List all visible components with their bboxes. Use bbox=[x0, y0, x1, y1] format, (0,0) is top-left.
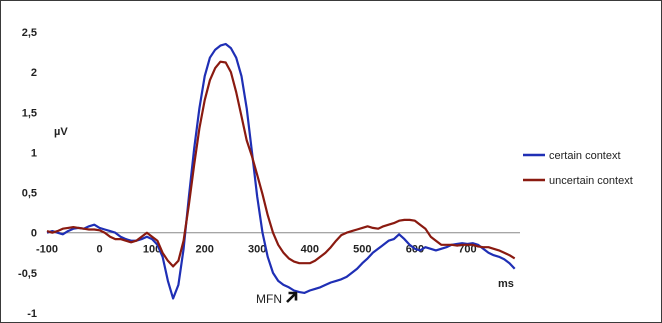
y-tick-label: 0 bbox=[31, 228, 37, 240]
y-tick-labels: 2,5 2 1,5 1 0,5 0 -0,5 -1 bbox=[18, 27, 37, 320]
y-tick-label: 2,5 bbox=[22, 27, 37, 39]
x-tick-labels: -100 0 100 200 300 400 500 600 700 bbox=[36, 244, 477, 256]
x-tick-label: 700 bbox=[458, 244, 476, 256]
series-line-certain bbox=[46, 42, 516, 300]
legend: certain context uncertain context bbox=[523, 150, 633, 187]
y-tick-label: 2 bbox=[31, 67, 37, 79]
x-axis-label: ms bbox=[498, 278, 514, 290]
mfn-annotation-label: MFN bbox=[256, 292, 282, 306]
x-tick-label: 0 bbox=[96, 244, 102, 256]
y-tick-label: -0,5 bbox=[18, 268, 37, 280]
y-tick-label: 1,5 bbox=[22, 107, 37, 119]
y-axis-label: µV bbox=[54, 126, 68, 138]
x-tick-label: 100 bbox=[143, 244, 161, 256]
legend-label-certain: certain context bbox=[549, 150, 621, 162]
y-tick-label: 1 bbox=[31, 147, 37, 159]
x-tick-label: -100 bbox=[36, 244, 58, 256]
x-tick-label: 200 bbox=[195, 244, 213, 256]
series-lines bbox=[46, 42, 516, 300]
arrow-up-right-icon bbox=[286, 291, 298, 303]
mfn-annotation: MFN bbox=[256, 291, 298, 306]
legend-label-uncertain: uncertain context bbox=[549, 175, 633, 187]
x-tick-label: 400 bbox=[301, 244, 319, 256]
series-line-uncertain bbox=[46, 60, 516, 268]
legend-item-uncertain: uncertain context bbox=[523, 175, 633, 187]
y-tick-label: 0,5 bbox=[22, 188, 37, 200]
x-tick-label: 500 bbox=[353, 244, 371, 256]
x-tick-label: 300 bbox=[248, 244, 266, 256]
legend-item-certain: certain context bbox=[523, 150, 621, 162]
y-tick-label: -1 bbox=[27, 308, 37, 320]
